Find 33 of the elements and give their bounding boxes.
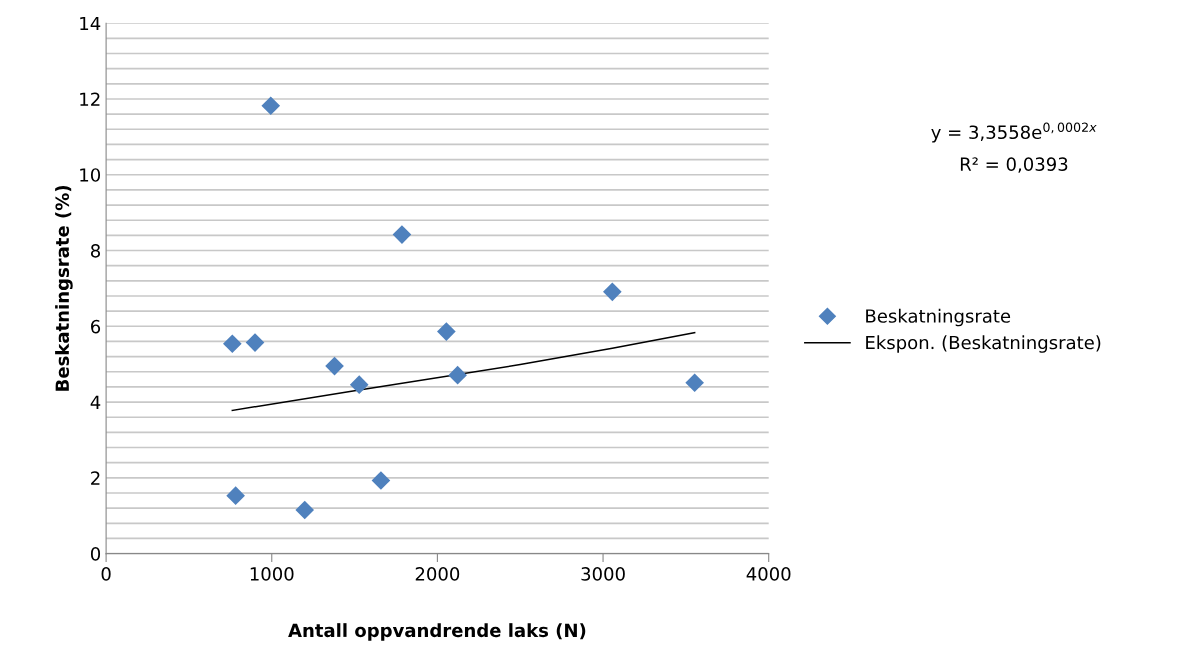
point bbox=[223, 334, 242, 354]
y-tick-label: 0 bbox=[90, 547, 101, 561]
legend-label: Beskatningsrate bbox=[866, 308, 1011, 327]
point bbox=[685, 373, 704, 393]
x-tick-label: 2000 bbox=[415, 567, 460, 581]
x-axis-title: Antall oppvandrende laks (N) bbox=[288, 623, 586, 641]
point bbox=[349, 375, 369, 394]
y-tick-label: 6 bbox=[91, 319, 101, 334]
y-axis-title: Beskatningsrate (%) bbox=[55, 185, 73, 391]
point bbox=[325, 356, 344, 376]
text: R² = 0,0393 bbox=[960, 157, 1068, 173]
x-tick-label: 0 bbox=[101, 567, 111, 581]
y-tick-label: 8 bbox=[90, 243, 101, 258]
x-tick-label: 1000 bbox=[250, 567, 294, 581]
point bbox=[261, 96, 281, 116]
point bbox=[226, 486, 245, 505]
point bbox=[245, 333, 265, 352]
y-tick-label: 10 bbox=[80, 168, 101, 182]
x-tick-label: 3000 bbox=[581, 567, 625, 581]
point bbox=[392, 225, 412, 244]
point bbox=[437, 322, 456, 341]
y-tick-label: 4 bbox=[90, 395, 101, 409]
point bbox=[448, 365, 467, 385]
text: y = 3,3558e$^{0,0002x}$ bbox=[931, 122, 1097, 143]
point bbox=[371, 471, 391, 490]
y-tick-label: 12 bbox=[80, 92, 100, 106]
line-series bbox=[231, 331, 696, 412]
x-tick-label: 4000 bbox=[746, 567, 791, 581]
point bbox=[603, 282, 622, 302]
y-tick-label: 14 bbox=[80, 16, 101, 31]
y-tick-label: 2 bbox=[91, 471, 100, 485]
legend-label: Ekspon. (Beskatningsrate) bbox=[866, 335, 1101, 353]
point bbox=[295, 500, 315, 520]
